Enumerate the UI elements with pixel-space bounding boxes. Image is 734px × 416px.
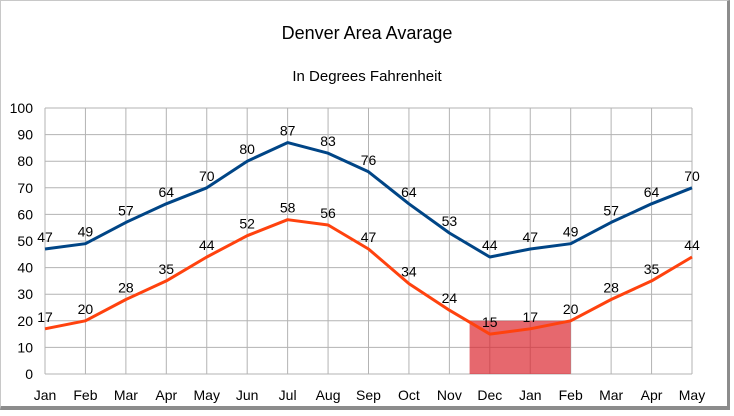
data-label: 28	[603, 280, 619, 296]
data-label: 70	[684, 168, 700, 184]
y-tick-label: 40	[17, 260, 33, 276]
x-tick-label: Jun	[236, 387, 259, 403]
y-tick-label: 60	[17, 206, 33, 222]
y-tick-label: 30	[17, 286, 33, 302]
x-tick-label: Apr	[641, 387, 663, 403]
data-label: 44	[199, 237, 215, 253]
x-tick-label: Oct	[398, 387, 420, 403]
data-label: 47	[522, 229, 538, 245]
x-tick-label: Mar	[599, 387, 623, 403]
data-label: 47	[361, 229, 377, 245]
x-tick-label: Mar	[114, 387, 138, 403]
data-label: 20	[78, 301, 94, 317]
x-tick-label: Feb	[73, 387, 97, 403]
x-tick-label: Jan	[34, 387, 57, 403]
data-label: 56	[320, 205, 336, 221]
data-label: 58	[280, 200, 296, 216]
data-label: 76	[361, 152, 377, 168]
data-label: 52	[239, 216, 255, 232]
data-label: 83	[320, 133, 336, 149]
x-tick-label: Feb	[559, 387, 583, 403]
x-tick-label: Sep	[356, 387, 381, 403]
y-tick-label: 100	[10, 100, 34, 116]
data-label: 87	[280, 123, 296, 139]
x-tick-label: Dec	[477, 387, 502, 403]
x-tick-label: Jan	[519, 387, 542, 403]
data-label: 28	[118, 280, 134, 296]
x-tick-label: Jul	[279, 387, 297, 403]
data-label: 49	[78, 224, 94, 240]
series-line-0	[44, 141, 693, 259]
data-label: 44	[684, 237, 700, 253]
data-label: 49	[563, 224, 579, 240]
data-label: 53	[442, 213, 458, 229]
y-tick-label: 80	[17, 153, 33, 169]
y-tick-label: 20	[17, 313, 33, 329]
x-tick-label: May	[194, 387, 220, 403]
data-label: 44	[482, 237, 498, 253]
data-label: 17	[37, 309, 53, 325]
data-label: 34	[401, 264, 417, 280]
data-label: 24	[442, 290, 458, 306]
chart-title: Denver Area Avarage	[282, 23, 453, 43]
y-tick-label: 10	[17, 339, 33, 355]
data-label: 57	[118, 202, 134, 218]
data-label: 64	[644, 184, 660, 200]
data-label: 15	[482, 314, 498, 330]
y-tick-label: 90	[17, 127, 33, 143]
data-label: 35	[159, 261, 175, 277]
data-label: 80	[239, 141, 255, 157]
series-line-1	[44, 218, 693, 336]
x-tick-label: Apr	[155, 387, 177, 403]
data-label: 64	[401, 184, 417, 200]
data-label: 47	[37, 229, 53, 245]
data-label: 20	[563, 301, 579, 317]
data-label: 70	[199, 168, 215, 184]
data-label: 57	[603, 202, 619, 218]
chart-subtitle: In Degrees Fahrenheit	[292, 68, 442, 85]
data-label: 35	[644, 261, 660, 277]
x-tick-label: Aug	[316, 387, 341, 403]
x-tick-label: Nov	[437, 387, 462, 403]
data-label: 64	[159, 184, 175, 200]
data-label: 17	[522, 309, 538, 325]
data-labels: 47 49 57 64 70 80 87 83 76 64 53 44 47 49 57 64 70 17 20 28…	[37, 123, 700, 331]
y-tick-label: 0	[25, 366, 33, 382]
x-tick-label: May	[679, 387, 705, 403]
y-tick-label: 50	[17, 233, 33, 249]
axes: 0 10 20 30 40 50 60 70 80 90 100 Jan Feb Mar Apr May Jun…	[10, 100, 706, 403]
series-lines	[44, 141, 693, 336]
y-tick-label: 70	[17, 180, 33, 196]
